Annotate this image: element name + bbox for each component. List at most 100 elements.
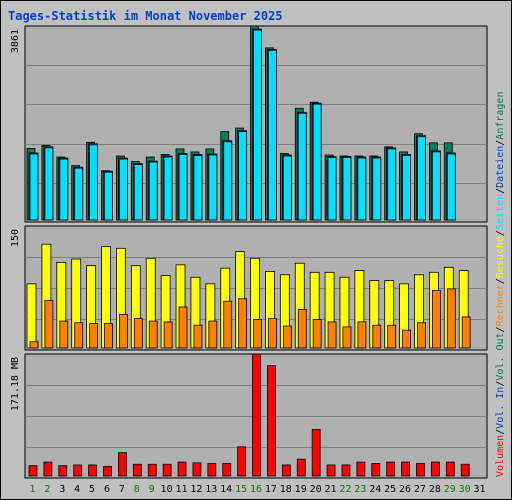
bar-seiten-day-18 [282,155,292,221]
x-tick-label-day-18: 18 [280,484,292,495]
bar-volumen-day-14 [222,463,232,477]
x-tick-label-day-3: 3 [59,484,65,495]
bar-rechner-day-2 [44,299,54,349]
bar-rechner-day-8 [133,318,143,349]
bar-seiten-day-20 [312,103,322,221]
bar-rechner-day-10 [163,321,173,349]
x-tick-label-day-6: 6 [104,484,110,495]
x-tick-label-day-19: 19 [295,484,307,495]
bar-rechner-day-14 [223,300,233,349]
bar-volumen-day-15 [237,446,247,477]
x-tick-label-day-8: 8 [134,484,140,495]
bar-seiten-day-10 [163,156,173,221]
bar-rechner-day-9 [148,320,158,349]
bar-seiten-day-3 [59,158,69,221]
x-tick-label-day-1: 1 [29,484,35,495]
bar-seiten-day-23 [357,157,367,221]
x-tick-label-day-9: 9 [149,484,155,495]
x-tick-label-day-12: 12 [190,484,202,495]
bar-seiten-day-28 [431,151,441,221]
bar-seiten-day-2 [44,147,54,221]
bar-seiten-day-15 [238,131,248,221]
bar-seiten-day-14 [223,141,233,221]
x-tick-label-day-15: 15 [235,484,247,495]
bar-rechner-day-5 [89,323,99,349]
bar-rechner-day-12 [193,324,203,349]
legend-separator: / [495,381,506,387]
bar-volumen-day-18 [281,464,291,477]
bar-volumen-day-9 [147,463,157,477]
bar-seiten-day-24 [372,157,382,221]
legend-besuche: Besuche [495,236,506,278]
x-tick-label-day-2: 2 [44,484,50,495]
right-legend: Volumen/Vol. In/Vol. Out/Rechner/Besuche… [495,92,506,477]
x-tick-label-day-31: 31 [474,484,486,495]
x-tick-label-day-13: 13 [205,484,217,495]
legend-dateien: Dateien [495,146,506,188]
x-tick-label-day-10: 10 [161,484,173,495]
bar-volumen-day-25 [386,461,396,477]
bar-volumen-day-16 [252,353,261,477]
x-tick-label-day-20: 20 [310,484,322,495]
bar-seiten-day-26 [402,155,411,221]
bar-volumen-day-17 [267,365,276,477]
bar-seiten-day-13 [208,154,218,221]
x-tick-label-day-11: 11 [175,484,187,495]
chart-title: Tages-Statistik im Monat November 2025 [8,9,283,23]
bar-volumen-day-30 [460,463,470,477]
bar-seiten-day-5 [89,144,99,221]
bar-rechner-day-20 [312,319,322,349]
bar-volumen-day-20 [311,429,321,477]
bar-volumen-day-22 [341,464,351,477]
bar-volumen-day-2 [43,461,53,477]
x-tick-label-day-22: 22 [339,484,351,495]
x-tick-label-day-14: 14 [220,484,232,495]
x-tick-label-day-16: 16 [250,484,262,495]
legend-rechner: Rechner [495,284,506,326]
bar-volumen-day-23 [356,461,366,477]
bar-seiten-day-25 [387,148,397,221]
x-tick-label-day-30: 30 [459,484,471,495]
x-tick-label-day-7: 7 [119,484,125,495]
x-tick-label-day-21: 21 [324,484,336,495]
bar-rechner-day-18 [282,325,292,349]
bar-rechner-day-27 [417,322,426,349]
bar-seiten-day-6 [104,171,113,221]
x-tick-label-day-25: 25 [384,484,396,495]
legend-separator: / [495,326,506,332]
bar-rechner-day-16 [253,319,262,349]
legend-separator: / [495,188,506,194]
bar-rechner-day-24 [372,324,382,349]
bar-volumen-day-10 [162,463,172,477]
legend-vol-in: Vol. In [495,387,506,429]
bar-volumen-day-28 [430,461,440,477]
bar-rechner-day-7 [119,314,128,349]
bar-volumen-day-24 [371,463,381,477]
bar-volumen-day-4 [73,464,83,477]
x-tick-label-day-26: 26 [399,484,411,495]
bar-rechner-day-22 [342,326,352,349]
bar-seiten-day-1 [29,153,39,221]
bar-volumen-day-26 [401,461,410,477]
bar-seiten-day-8 [133,164,143,221]
bar-rechner-day-11 [178,306,188,349]
bar-rechner-day-13 [208,320,218,349]
bar-volumen-day-13 [207,463,217,477]
x-tick-label-day-29: 29 [444,484,456,495]
bar-seiten-day-19 [297,112,307,221]
x-tick-label-day-24: 24 [369,484,381,495]
bar-rechner-day-17 [268,318,277,349]
x-tick-label-day-23: 23 [354,484,366,495]
bar-volumen-day-1 [28,465,38,477]
bar-volumen-day-12 [192,462,202,477]
bar-volumen-day-29 [445,461,455,477]
bar-rechner-day-26 [402,329,411,349]
x-tick-label-day-17: 17 [265,484,277,495]
bar-rechner-day-25 [387,324,397,349]
x-tick-label-day-4: 4 [74,484,80,495]
x-tick-label-day-28: 28 [429,484,441,495]
legend-vol-out: Vol. Out [495,332,506,380]
bar-rechner-day-6 [104,323,113,349]
